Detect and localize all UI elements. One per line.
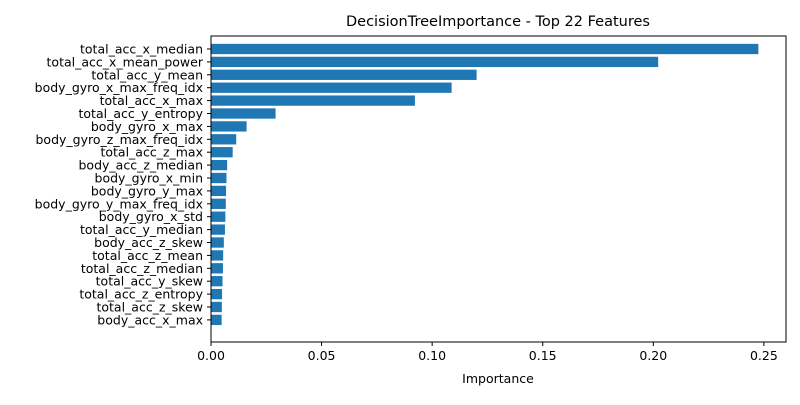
x-tick-label: 0.15 [529, 348, 557, 363]
bar-total-acc-y-mean [211, 69, 477, 80]
y-tick-label: body_gyro_y_max [91, 183, 203, 198]
bar-total-acc-y-skew [211, 276, 223, 287]
y-tick-label: total_acc_y_mean [91, 67, 203, 82]
bar-total-acc-z-entropy [211, 288, 223, 300]
x-tick-label: 0.25 [750, 348, 778, 363]
bars-layer [211, 43, 759, 326]
x-tick-label: 0.20 [639, 348, 667, 363]
y-tick-label: body_acc_x_max [97, 312, 203, 327]
bar-body-acc-z-median [211, 159, 228, 171]
y-tick-label: body_gyro_x_max_freq_idx [35, 80, 203, 95]
y-tick-label: total_acc_x_max [100, 93, 203, 108]
y-tick-label: total_acc_y_skew [96, 274, 203, 289]
y-tick-label: body_gyro_y_max_freq_idx [35, 196, 203, 211]
y-tick-label: body_gyro_x_max [91, 119, 203, 134]
y-tick-label: total_acc_x_mean_power [47, 54, 204, 69]
bar-total-acc-z-skew [211, 301, 222, 313]
bar-body-acc-x-max [211, 314, 222, 326]
bar-total-acc-z-median [211, 263, 223, 274]
bar-body-gyro-x-std [211, 211, 226, 222]
x-tick-label: 0.05 [308, 348, 336, 363]
bar-total-acc-y-median [211, 224, 225, 235]
plot-frame [210, 35, 787, 343]
y-tick-label: total_acc_z_entropy [79, 287, 203, 302]
bar-body-gyro-x-min [211, 172, 227, 184]
x-tick-label: 0.00 [197, 348, 225, 363]
bar-body-gyro-x-max-freq-idx [211, 82, 452, 93]
y-tick-label: total_acc_z_skew [96, 300, 203, 315]
bar-body-gyro-z-max-freq-idx [211, 134, 237, 145]
bar-body-gyro-y-max-freq-idx [211, 198, 226, 209]
bar-total-acc-x-median [211, 43, 759, 55]
y-tick-label: body_gyro_z_max_freq_idx [36, 132, 204, 147]
y-tick-label: body_acc_z_median [79, 158, 204, 173]
y-tick-label: body_gyro_x_min [95, 171, 203, 186]
bar-body-acc-z-skew [211, 237, 224, 248]
y-tick-label: total_acc_y_entropy [79, 106, 204, 121]
bar-total-acc-z-max [211, 147, 233, 158]
y-tick-label: body_acc_z_skew [94, 235, 203, 250]
y-tick-label: total_acc_z_mean [92, 248, 203, 263]
bar-total-acc-x-mean-power [211, 56, 659, 68]
x-axis-label: Importance [462, 371, 534, 386]
bar-body-gyro-x-max [211, 121, 247, 132]
x-tick-label: 0.10 [418, 348, 446, 363]
bar-total-acc-y-entropy [211, 108, 276, 119]
chart-title: DecisionTreeImportance - Top 22 Features [346, 14, 650, 30]
y-tick-label: total_acc_z_max [100, 145, 203, 160]
y-tick-label: total_acc_y_median [80, 222, 203, 237]
y-tick-label: total_acc_x_median [80, 42, 203, 57]
y-tick-labels: total_acc_x_mediantotal_acc_x_mean_power… [35, 42, 211, 327]
bar-total-acc-z-mean [211, 250, 224, 261]
y-tick-label: body_gyro_x_std [99, 209, 203, 224]
y-tick-label: total_acc_z_median [81, 261, 203, 276]
x-axis-ticks: 0.00 0.05 0.10 0.15 0.20 0.25 [197, 342, 778, 363]
bar-total-acc-x-max [211, 95, 415, 106]
bar-body-gyro-y-max [211, 185, 227, 197]
